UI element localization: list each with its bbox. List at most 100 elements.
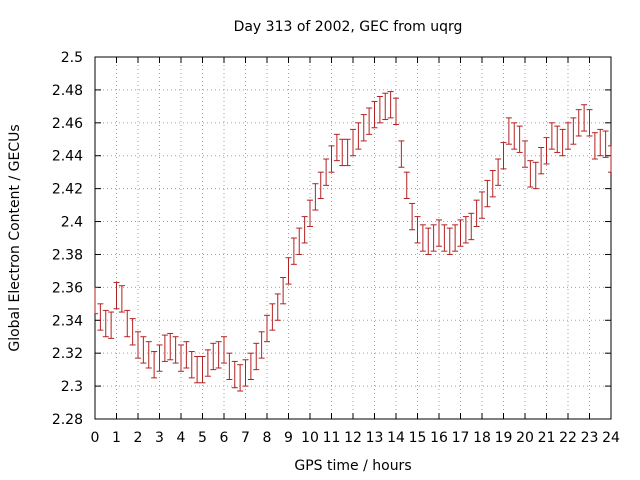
- x-tick-label: 9: [284, 430, 293, 446]
- y-tick-label: 2.28: [52, 412, 83, 428]
- y-tick-label: 2.32: [52, 346, 83, 362]
- data-point: [479, 191, 485, 219]
- data-point: [516, 125, 523, 153]
- data-point: [393, 97, 399, 125]
- data-point: [538, 147, 545, 175]
- y-tick-label: 2.36: [52, 280, 83, 296]
- data-point: [290, 237, 297, 265]
- data-point: [194, 355, 201, 384]
- data-point: [398, 140, 405, 168]
- x-tick-label: 24: [602, 430, 620, 446]
- data-point: [382, 92, 389, 121]
- y-tick-label: 2.46: [52, 116, 83, 132]
- data-point: [473, 199, 480, 227]
- data-point: [97, 303, 104, 331]
- data-points: [94, 91, 612, 392]
- data-point: [312, 183, 319, 211]
- data-point: [403, 171, 410, 200]
- data-point: [371, 100, 378, 129]
- data-point: [253, 342, 260, 371]
- y-tick-label: 2.3: [61, 379, 83, 395]
- data-point: [237, 364, 244, 392]
- data-point: [489, 170, 496, 198]
- y-tick-label: 2.5: [61, 50, 83, 66]
- y-tick-label: 2.44: [52, 149, 83, 165]
- data-point: [102, 309, 109, 338]
- data-point: [274, 293, 281, 321]
- data-point: [118, 285, 125, 313]
- data-point: [215, 341, 222, 369]
- data-point: [247, 352, 254, 381]
- data-point: [113, 281, 120, 310]
- data-point: [500, 142, 507, 170]
- data-point: [161, 334, 168, 362]
- y-tick-label: 2.38: [52, 247, 83, 263]
- x-tick-label: 8: [263, 430, 272, 446]
- data-point: [183, 341, 190, 369]
- data-point: [172, 336, 179, 364]
- x-tick-label: 23: [581, 430, 599, 446]
- data-point: [602, 130, 609, 158]
- x-tick-label: 2: [134, 430, 143, 446]
- x-tick-label: 4: [177, 430, 186, 446]
- data-point: [366, 107, 373, 135]
- data-point: [231, 360, 238, 389]
- data-point: [156, 344, 163, 372]
- grid: [95, 57, 611, 419]
- data-point: [333, 133, 340, 162]
- data-point: [269, 303, 276, 331]
- x-tick-labels: 0 1 2 3 4 5 6 7 8 9 10 11 12 13 14 15 16 17 18 19 20 21 22 23 24: [91, 430, 620, 446]
- y-tick-labels: 2.28 2.3 2.32 2.34 2.36 2.38 2.4 2.42 2.44 2.46 2.…: [52, 50, 83, 428]
- x-tick-label: 20: [516, 430, 534, 446]
- data-point: [344, 138, 351, 167]
- data-point: [355, 122, 362, 150]
- x-tick-label: 12: [344, 430, 362, 446]
- data-point: [301, 216, 308, 244]
- data-point: [124, 309, 131, 338]
- data-point: [296, 227, 303, 255]
- data-point: [570, 117, 577, 145]
- data-point: [527, 160, 534, 188]
- data-point: [210, 342, 217, 371]
- axis-ticks: [94, 56, 612, 420]
- data-point: [94, 286, 98, 315]
- data-point: [559, 128, 566, 157]
- x-axis-label: GPS time / hours: [294, 458, 411, 474]
- x-tick-label: 10: [301, 430, 319, 446]
- x-tick-label: 0: [91, 430, 100, 446]
- data-point: [419, 224, 426, 252]
- data-point: [554, 125, 561, 153]
- data-point: [258, 331, 265, 359]
- data-point: [135, 331, 141, 359]
- y-axis-label: Global Electron Content / GECUs: [7, 124, 23, 351]
- data-point: [188, 351, 195, 379]
- x-tick-label: 19: [495, 430, 513, 446]
- data-point: [323, 158, 330, 186]
- data-point: [151, 351, 158, 379]
- data-point: [495, 158, 502, 186]
- chart-title: Day 313 of 2002, GEC from uqrg: [234, 19, 463, 35]
- data-point: [548, 122, 555, 150]
- data-point: [226, 352, 233, 381]
- data-point: [565, 122, 571, 150]
- data-point: [425, 227, 432, 255]
- x-tick-label: 14: [387, 430, 405, 446]
- x-tick-label: 5: [198, 430, 207, 446]
- data-point: [328, 145, 335, 173]
- data-point: [167, 332, 174, 361]
- data-point: [575, 109, 582, 137]
- data-point: [591, 132, 598, 160]
- data-point: [285, 257, 292, 285]
- data-point: [140, 336, 147, 364]
- data-point: [129, 318, 136, 346]
- data-point: [586, 109, 593, 137]
- data-point: [350, 128, 356, 157]
- data-point: [360, 114, 367, 142]
- y-tick-label: 2.4: [61, 215, 83, 231]
- data-point: [430, 224, 437, 252]
- y-tick-label: 2.42: [52, 182, 83, 198]
- data-point: [462, 216, 469, 244]
- data-point: [522, 140, 528, 168]
- data-point: [317, 171, 324, 200]
